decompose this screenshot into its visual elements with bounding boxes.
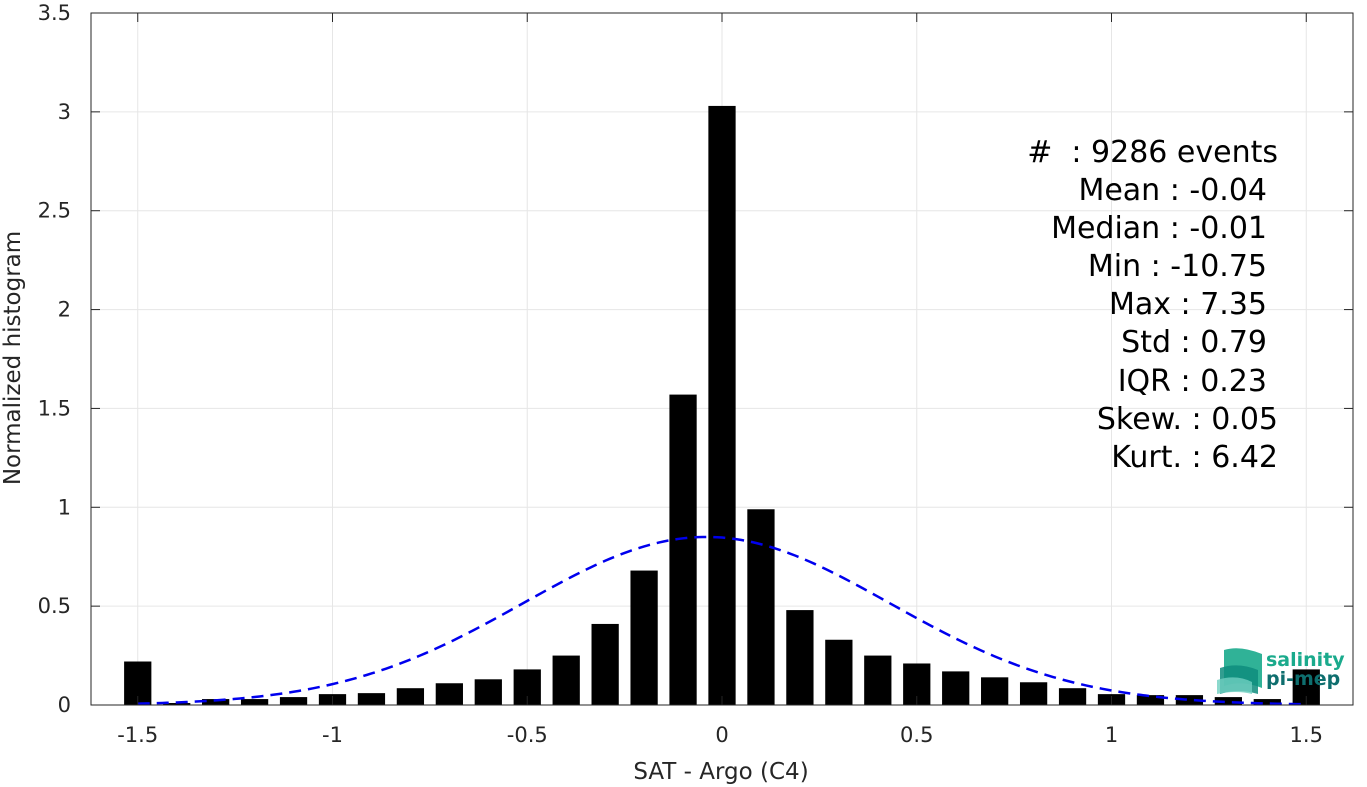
histogram-bar bbox=[1253, 699, 1281, 705]
histogram-bar bbox=[240, 699, 269, 705]
histogram-bar bbox=[630, 570, 658, 705]
histogram-bar bbox=[357, 693, 386, 705]
stat-iqr: IQR : 0.23 bbox=[1118, 364, 1267, 399]
histogram-bar bbox=[825, 639, 853, 705]
histogram-bar bbox=[786, 610, 814, 705]
histogram-bar bbox=[1019, 682, 1048, 705]
x-axis-label: SAT - Argo (C4) bbox=[633, 759, 808, 785]
y-tick-label: 0.5 bbox=[38, 594, 71, 618]
x-tick-label: -0.5 bbox=[507, 723, 548, 747]
stat-mean: Mean : -0.04 bbox=[1078, 173, 1267, 208]
histogram-bar bbox=[396, 688, 425, 705]
stat-std: Std : 0.79 bbox=[1121, 325, 1267, 360]
histogram-bar bbox=[202, 699, 230, 705]
histogram-bar bbox=[1175, 695, 1204, 705]
bars bbox=[124, 105, 1320, 705]
histogram-bar bbox=[669, 394, 697, 705]
stat-events: # : 9286 events bbox=[1027, 135, 1278, 170]
y-tick-label: 3 bbox=[58, 100, 71, 124]
histogram-bar bbox=[591, 623, 619, 705]
x-tick-label: 0 bbox=[715, 723, 728, 747]
wave-logo-icon bbox=[1217, 648, 1262, 694]
stats-box: # : 9286 events Mean : -0.04 Median : -0… bbox=[1027, 135, 1278, 475]
y-tick-label: 0 bbox=[58, 693, 71, 717]
histogram-bar bbox=[435, 683, 463, 705]
stat-skew: Skew. : 0.05 bbox=[1097, 402, 1278, 437]
histogram-bar bbox=[1058, 688, 1087, 705]
x-tick-label: 0.5 bbox=[900, 723, 933, 747]
salinity-pimep-logo: salinity pi-mep bbox=[1217, 648, 1345, 694]
histogram-bar bbox=[163, 703, 191, 705]
y-tick-label: 2 bbox=[58, 298, 71, 322]
x-tick-label: 1 bbox=[1105, 723, 1118, 747]
histogram-bar bbox=[747, 509, 775, 705]
stat-min: Min : -10.75 bbox=[1088, 249, 1267, 284]
normal-fit-curve bbox=[137, 535, 1307, 706]
axis-ticks bbox=[91, 12, 1353, 706]
stat-kurt: Kurt. : 6.42 bbox=[1111, 440, 1278, 475]
logo-pimep-text: pi-mep bbox=[1266, 668, 1340, 690]
histogram-bar bbox=[864, 655, 892, 705]
logo-salinity-text: salinity bbox=[1266, 649, 1345, 671]
y-tick-label: 3.5 bbox=[38, 1, 71, 25]
x-tick-labels: -1.5 -1 -0.5 0 0.5 1 1.5 bbox=[117, 723, 1323, 747]
y-tick-label: 2.5 bbox=[38, 199, 71, 223]
y-tick-label: 1 bbox=[58, 495, 71, 519]
histogram-bar bbox=[981, 677, 1009, 705]
histogram-bar bbox=[942, 671, 970, 705]
y-tick-labels: 0 0.5 1 1.5 2 2.5 3 3.5 bbox=[38, 1, 71, 717]
y-tick-label: 1.5 bbox=[38, 396, 71, 420]
stat-max: Max : 7.35 bbox=[1109, 287, 1267, 322]
histogram-bar bbox=[1136, 695, 1165, 705]
stat-median: Median : -0.01 bbox=[1051, 211, 1267, 246]
x-tick-label: -1.5 bbox=[117, 723, 158, 747]
histogram-bar bbox=[552, 655, 580, 705]
x-tick-label: -1 bbox=[322, 723, 343, 747]
x-tick-label: 1.5 bbox=[1290, 723, 1323, 747]
y-axis-label: Normalized histogram bbox=[0, 231, 26, 485]
histogram-bar bbox=[1214, 697, 1242, 705]
histogram-bar bbox=[474, 679, 502, 705]
histogram-bar bbox=[279, 697, 308, 705]
histogram-bar bbox=[708, 105, 736, 705]
